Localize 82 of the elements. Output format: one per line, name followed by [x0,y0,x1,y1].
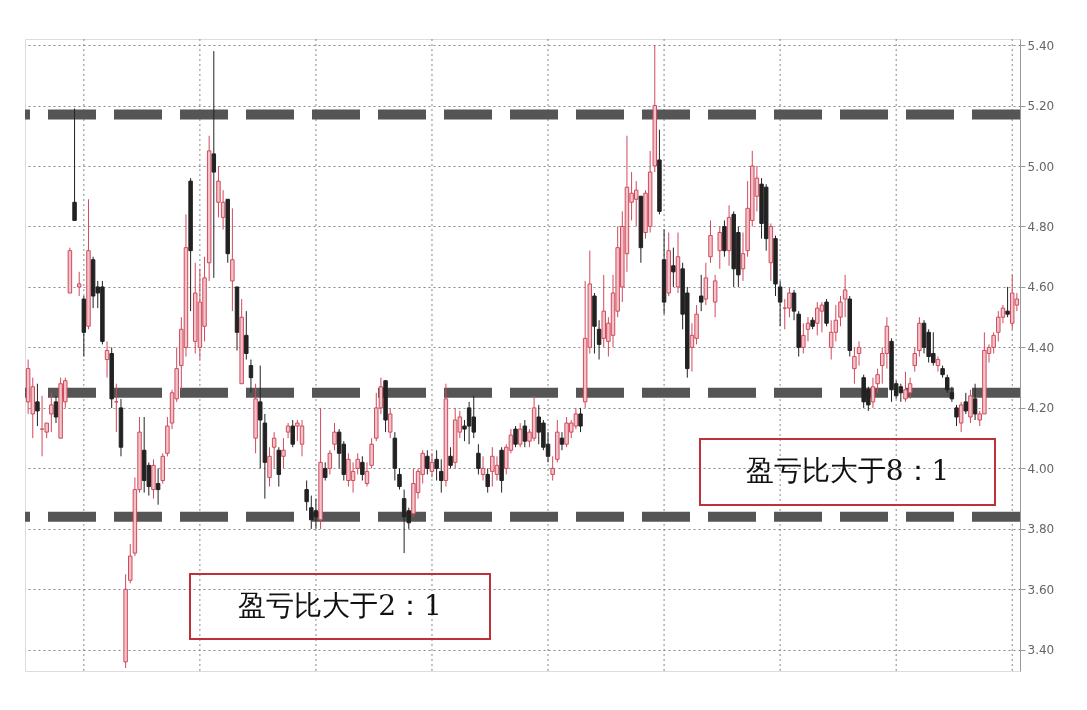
candlestick [698,274,704,312]
candlestick [332,422,337,451]
candlestick [387,407,393,439]
candlestick [550,455,555,481]
candlestick [815,301,820,336]
annotation: 盈亏比大于2：1 [238,588,442,622]
candlestick [53,395,59,424]
y-tick-label: 5.40 [1027,38,1055,53]
candlestick [907,377,913,400]
candlestick [104,340,110,379]
candlestick [425,449,430,475]
candlestick [299,419,305,457]
candlestick [401,489,407,554]
candlestick [360,455,365,481]
candlestick [350,461,356,494]
candlestick [35,383,40,427]
candlestick [327,449,333,475]
candlestick [824,298,829,327]
candlestick [963,392,969,415]
candlestick [285,422,291,439]
y-tick-label: 5.20 [1027,99,1055,114]
candlestick [968,389,973,424]
y-tick-label: 3.40 [1027,643,1055,658]
candlestick [271,431,277,469]
candlestick [708,219,713,264]
y-tick-label: 3.60 [1027,582,1055,597]
candlestick [248,359,254,394]
candlestick [439,458,444,494]
candlestick [490,446,495,488]
candlestick [476,443,481,475]
candlestick [448,446,453,469]
candlestick [856,340,862,367]
y-tick-label: 4.60 [1027,280,1055,295]
candlestick [244,310,249,361]
candlestick [712,274,718,318]
candlestick [517,422,523,448]
candlestick [309,495,314,530]
candlestick [429,452,435,478]
candlestick [290,419,295,448]
candlestick [819,301,825,333]
annotation: 盈亏比大于8：1 [745,454,950,487]
candlestick [903,371,908,403]
candlestick [898,383,904,403]
candlestick [671,247,676,288]
y-tick-label: 3.80 [1027,522,1055,537]
y-tick-label: 5.00 [1027,159,1055,174]
candlestick [494,455,500,481]
candlestick [230,207,235,312]
candlestick [397,467,402,491]
candlestick [304,479,309,512]
y-tick-label: 4.40 [1027,340,1055,355]
candlestick [912,346,917,373]
candlestick [717,225,723,270]
y-tick-label: 4.20 [1027,401,1055,416]
candlestick [559,431,565,451]
y-tick-label: 4.80 [1027,219,1055,234]
candlestick [1005,286,1010,318]
candlestick [522,419,528,448]
candlestick [703,262,709,306]
candlestick [972,383,978,421]
candlestick [281,437,286,469]
candlestick [633,180,639,227]
candlestick [211,50,217,279]
candlestick [322,461,328,481]
y-tick-label: 4.00 [1027,461,1055,476]
candlestick [935,356,941,373]
candlestick [578,407,583,433]
candlestick [313,498,319,530]
candlestick [787,286,792,318]
candlestick [480,455,486,481]
candlestick [485,467,490,494]
candlestick [842,274,848,318]
candlestick [72,108,77,221]
candlestick [39,395,45,457]
candlestick [870,377,876,409]
candlestick [434,449,439,481]
candlestick [76,271,82,297]
candlestick [49,392,54,433]
candlestick [267,446,272,488]
candlestick [954,404,959,427]
candlestick [155,467,161,506]
candlestick [513,425,518,448]
